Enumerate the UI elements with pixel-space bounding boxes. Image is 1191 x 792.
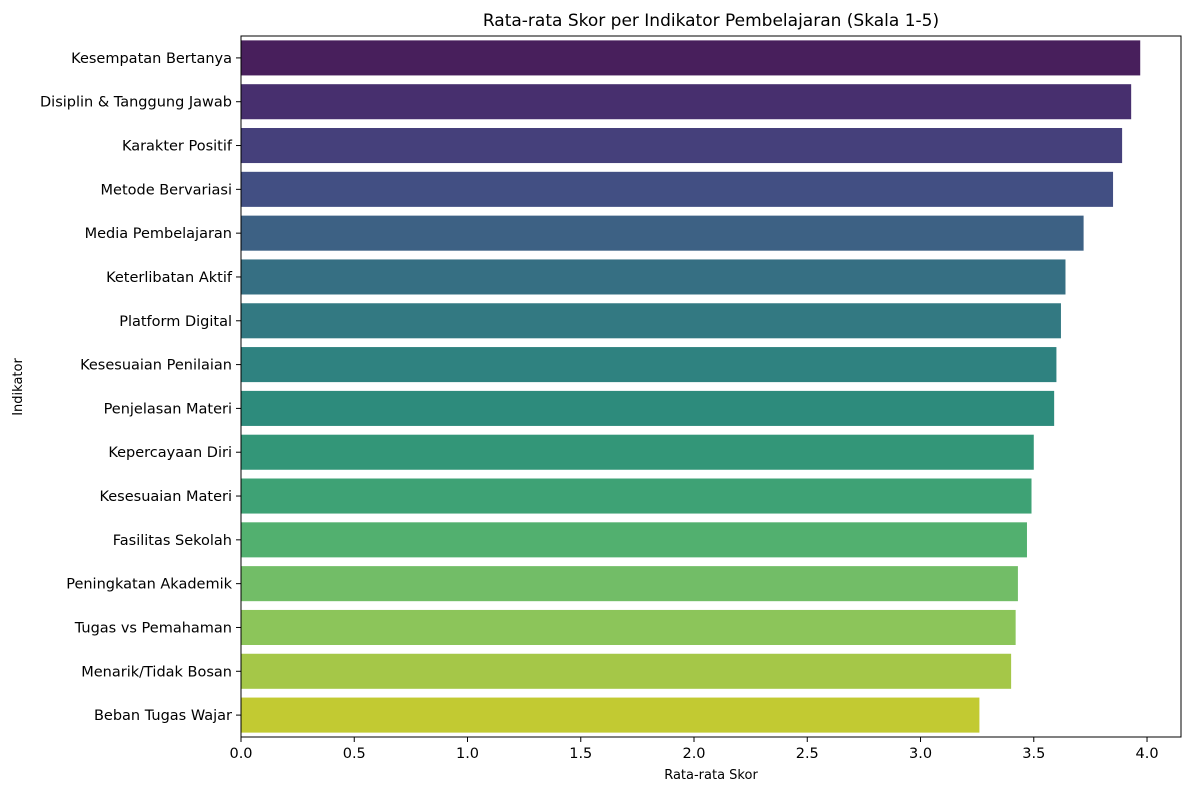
x-tick-label: 3.0 — [909, 746, 932, 762]
x-tick-label: 4.0 — [1135, 746, 1158, 762]
bar — [241, 171, 1114, 207]
category-label: Penjelasan Materi — [104, 401, 232, 417]
category-label: Fasilitas Sekolah — [113, 533, 232, 549]
x-tick-label: 0.5 — [343, 746, 366, 762]
category-label: Media Pembelajaran — [85, 226, 232, 242]
bar — [241, 259, 1066, 295]
bar — [241, 40, 1141, 76]
bar — [241, 215, 1084, 251]
plot-frame — [240, 35, 1182, 738]
bar — [241, 522, 1027, 558]
category-label: Peningkatan Akademik — [66, 577, 232, 593]
bar — [241, 128, 1123, 164]
x-tick-label: 3.5 — [1022, 746, 1045, 762]
category-label: Kesesuaian Penilaian — [80, 358, 232, 374]
category-label: Disiplin & Tanggung Jawab — [40, 95, 232, 111]
category-label: Beban Tugas Wajar — [94, 708, 232, 724]
category-label: Karakter Positif — [122, 139, 233, 155]
category-label: Kepercayaan Diri — [108, 445, 232, 461]
y-axis-label: Indikator — [11, 358, 26, 416]
bar — [241, 84, 1132, 120]
category-label: Platform Digital — [119, 314, 232, 330]
category-label: Kesesuaian Materi — [99, 489, 232, 505]
bar — [241, 478, 1032, 514]
x-axis-label: Rata-rata Skor — [664, 768, 758, 783]
bar — [241, 609, 1016, 645]
x-tick-label: 2.0 — [682, 746, 705, 762]
category-label: Metode Bervariasi — [101, 182, 232, 198]
chart-title: Rata-rata Skor per Indikator Pembelajara… — [483, 11, 939, 31]
bar — [241, 566, 1018, 602]
x-tick-label: 1.0 — [456, 746, 479, 762]
x-tick-label: 1.5 — [569, 746, 592, 762]
category-label: Keterlibatan Aktif — [106, 270, 233, 286]
bar — [241, 434, 1034, 470]
x-axis-ticks: 0.0 0.5 1.0 1.5 2.0 2.5 3.0 3.5 4.0 — [229, 737, 1159, 762]
x-tick-label: 2.5 — [796, 746, 819, 762]
bar — [241, 303, 1061, 339]
category-labels: Kesempatan Bertanya Disiplin & Tanggung J… — [40, 51, 241, 724]
bar — [241, 347, 1057, 383]
bar — [241, 653, 1012, 689]
bar — [241, 697, 980, 733]
category-label: Kesempatan Bertanya — [71, 51, 232, 67]
category-label: Menarik/Tidak Bosan — [81, 664, 232, 680]
x-tick-label: 0.0 — [229, 746, 252, 762]
category-label: Tugas vs Pemahaman — [74, 620, 232, 636]
bar — [241, 390, 1055, 426]
bars-layer — [241, 40, 1141, 733]
